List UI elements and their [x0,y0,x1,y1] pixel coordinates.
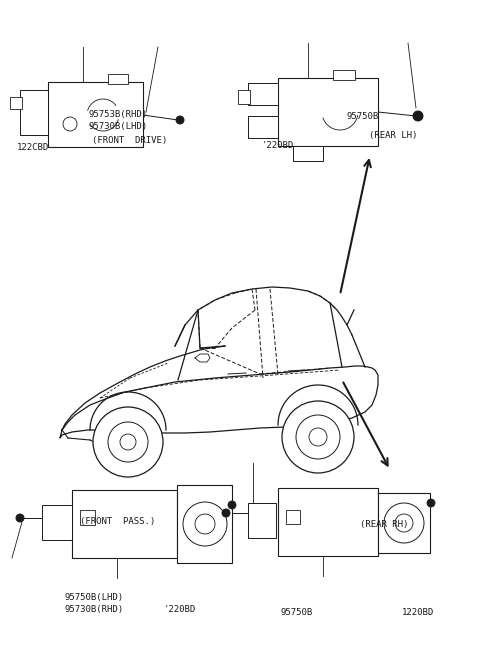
Text: 1220BD: 1220BD [401,608,434,617]
Text: 95730B(LHD): 95730B(LHD) [88,122,147,131]
Circle shape [427,499,435,507]
Bar [378,493,430,553]
Circle shape [413,111,423,121]
Bar [48,82,143,147]
Circle shape [108,422,148,462]
Circle shape [282,401,354,473]
Circle shape [222,509,230,517]
Circle shape [183,502,227,546]
Text: 95750B: 95750B [346,112,379,121]
Circle shape [93,407,163,477]
Bar [42,505,72,540]
Text: (FRONT  DRIVE): (FRONT DRIVE) [92,136,167,145]
Circle shape [195,514,215,534]
Bar [248,116,278,138]
Text: 95750B: 95750B [280,608,313,617]
Circle shape [63,117,77,131]
Text: 95753B(RHD): 95753B(RHD) [88,110,147,120]
Text: '220BD: '220BD [261,141,294,150]
Circle shape [384,503,424,543]
Circle shape [395,514,413,532]
Bar [238,90,250,104]
Bar [293,146,323,161]
Circle shape [176,116,184,124]
Bar [286,510,300,524]
Bar [177,485,232,563]
Bar [108,74,128,84]
Bar [333,70,355,80]
Text: 95730B(RHD): 95730B(RHD) [64,604,123,614]
Circle shape [120,434,136,450]
Text: 122CBD: 122CBD [16,143,49,152]
Bar [278,78,378,146]
Circle shape [16,514,24,522]
Text: (REAR LH): (REAR LH) [370,131,418,141]
Circle shape [228,501,236,509]
Bar [20,90,48,135]
Bar [278,488,378,556]
Bar [248,83,278,105]
Bar [10,97,22,109]
Text: '220BD: '220BD [164,604,196,614]
Polygon shape [195,354,210,362]
Bar [248,503,276,538]
Circle shape [296,415,340,459]
Text: (REAR RH): (REAR RH) [360,520,408,529]
Bar [80,510,95,525]
Bar [72,490,177,558]
Circle shape [309,428,327,446]
Text: (FRONT  PASS.): (FRONT PASS.) [80,516,155,526]
Text: 95750B(LHD): 95750B(LHD) [64,593,123,602]
